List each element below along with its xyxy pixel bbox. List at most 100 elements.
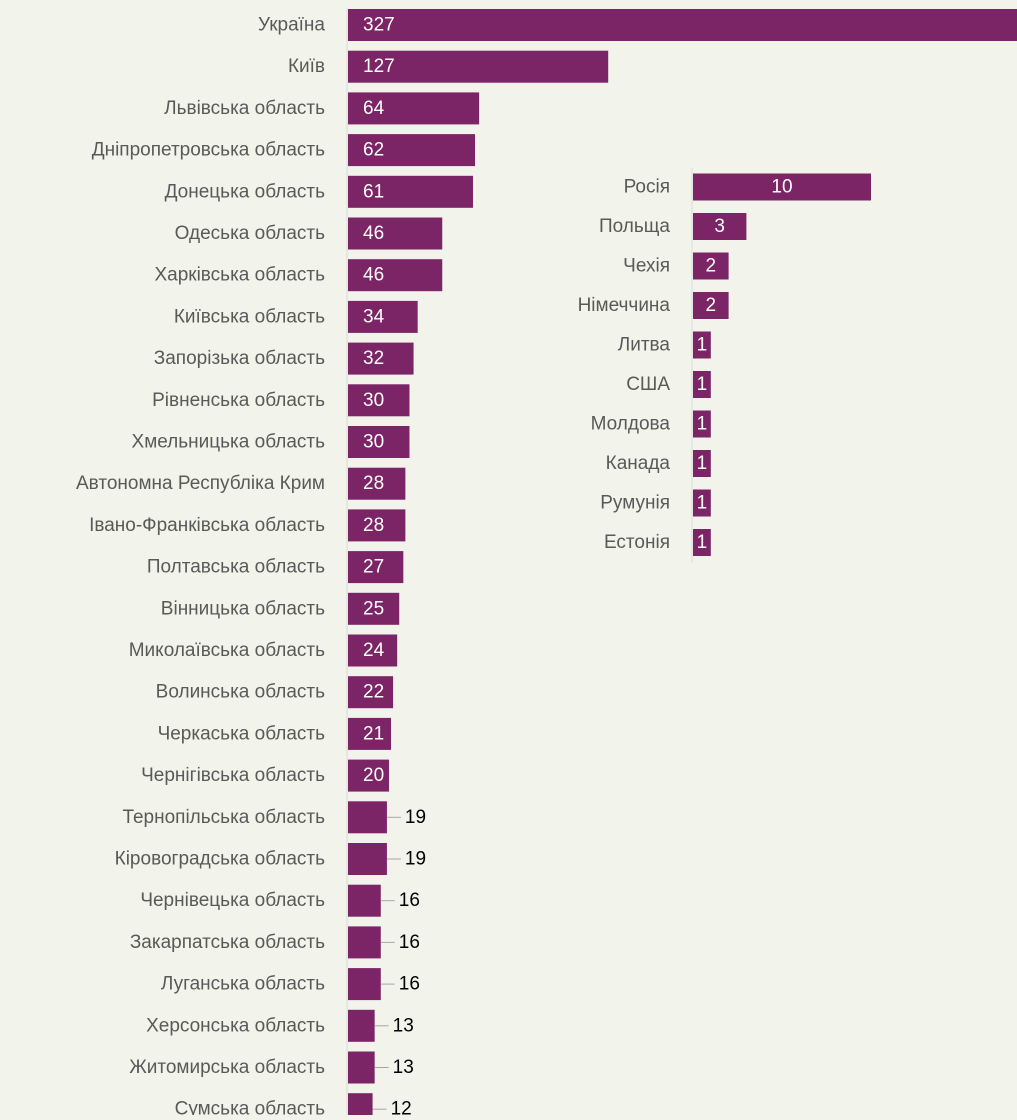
main-bar-херсонська-область: [348, 1009, 375, 1042]
foreign-bar-сша: [693, 371, 711, 398]
foreign-bar-німеччина: [693, 292, 729, 319]
foreign-category-label-канада: Канада: [606, 453, 671, 474]
foreign-bar-росія: [693, 173, 871, 201]
main-value-label-волинська-область: 22: [363, 682, 384, 703]
main-category-label-київ: Київ: [288, 56, 325, 77]
foreign-value-label-чехія: 2: [706, 256, 717, 277]
foreign-category-label-польща: Польща: [599, 216, 670, 237]
foreign-category-label-естонія: Естонія: [604, 532, 670, 553]
main-bar-київ: [348, 50, 609, 83]
main-bar-одеська-область: [348, 217, 443, 250]
main-bar-волинська-область: [348, 676, 394, 709]
foreign-value-label-канада: 1: [697, 453, 708, 474]
foreign-value-label-молдова: 1: [697, 414, 708, 435]
main-category-label-запорізька-область: Запорізька область: [154, 348, 325, 369]
foreign-value-label-німеччина: 2: [706, 295, 717, 316]
main-bar-донецька-область: [348, 175, 473, 208]
main-value-label-рівненська-область: 30: [363, 390, 384, 411]
main-category-label-житомирська-область: Житомирська область: [129, 1057, 325, 1078]
main-value-label-харківська-область: 46: [363, 265, 384, 286]
foreign-value-label-сша: 1: [697, 374, 708, 395]
main-bar-миколаївська-область: [348, 634, 398, 667]
foreign-category-label-росія: Росія: [624, 177, 670, 198]
main-category-label-тернопільська-область: Тернопільська область: [122, 807, 325, 828]
main-bar-україна: [348, 9, 1017, 41]
main-category-label-луганська-область: Луганська область: [161, 974, 325, 995]
main-category-label-автономна-республіка-крим: Автономна Республіка Крим: [76, 473, 325, 494]
foreign-value-label-росія: 10: [771, 177, 792, 198]
main-category-label-дніпропетровська-область: Дніпропетровська область: [92, 140, 325, 161]
main-bar-хмельницька-область: [348, 426, 410, 458]
main-category-label-львівська-область: Львівська область: [164, 98, 325, 119]
main-category-label-кіровоградська-область: Кіровоградська область: [115, 849, 325, 870]
main-bar-київська-область: [348, 300, 418, 333]
main-category-label-черкаська-область: Черкаська область: [158, 723, 326, 744]
foreign-value-label-польща: 3: [714, 216, 725, 237]
main-category-label-харківська-область: Харківська область: [154, 265, 325, 286]
main-value-label-запорізька-область: 32: [363, 348, 384, 369]
main-category-label-донецька-область: Донецька область: [165, 181, 326, 202]
foreign-category-label-молдова: Молдова: [591, 414, 671, 435]
foreign-bar-чехія: [693, 252, 729, 280]
main-value-label-кіровоградська-область: 19: [405, 849, 426, 870]
main-value-label-сумська-область: 12: [391, 1099, 412, 1115]
main-bar-львівська-область: [348, 92, 480, 125]
foreign-category-label-чехія: Чехія: [623, 256, 670, 277]
main-category-label-вінницька-область: Вінницька область: [161, 598, 325, 619]
main-category-label-чернівецька-область: Чернівецька область: [140, 890, 325, 911]
foreign-bar-молдова: [693, 410, 711, 438]
main-bar-чернігівська-область: [348, 759, 389, 792]
main-bar-рівненська-область: [348, 384, 410, 417]
foreign-value-label-естонія: 1: [697, 532, 708, 553]
main-category-label-закарпатська-область: Закарпатська область: [130, 932, 325, 953]
main-value-label-тернопільська-область: 19: [405, 807, 426, 828]
main-bar-запорізька-область: [348, 342, 414, 375]
main-value-label-дніпропетровська-область: 62: [363, 140, 384, 161]
main-value-label-чернігівська-область: 20: [363, 765, 384, 786]
main-bar-автономна-республіка-крим: [348, 467, 406, 500]
main-category-label-хмельницька-область: Хмельницька область: [132, 432, 326, 453]
main-category-label-херсонська-область: Херсонська область: [146, 1015, 325, 1036]
foreign-bar-румунія: [693, 489, 711, 517]
main-value-label-хмельницька-область: 30: [363, 432, 384, 453]
main-bar-дніпропетровська-область: [348, 134, 476, 167]
main-value-label-донецька-область: 61: [363, 181, 384, 202]
main-bar-житомирська-область: [348, 1051, 375, 1084]
foreign-bar-канада: [693, 450, 711, 477]
main-bar-кіровоградська-область: [348, 843, 387, 875]
main-category-label-полтавська-область: Полтавська область: [147, 557, 325, 578]
main-bar-чернівецька-область: [348, 884, 381, 917]
main-bar-полтавська-область: [348, 551, 404, 584]
foreign-category-label-литва: Литва: [618, 335, 671, 356]
foreign-category-label-сша: США: [626, 374, 670, 395]
main-category-label-миколаївська-область: Миколаївська область: [129, 640, 325, 661]
main-category-label-івано-франківська-область: Івано-Франківська область: [89, 515, 325, 536]
main-value-label-полтавська-область: 27: [363, 557, 384, 578]
main-value-label-львівська-область: 64: [363, 98, 385, 119]
main-value-label-вінницька-область: 25: [363, 598, 384, 619]
main-bar-черкаська-область: [348, 717, 392, 750]
main-bar-вінницька-область: [348, 592, 400, 625]
foreign-bar-польща: [693, 213, 747, 240]
foreign-category-label-румунія: Румунія: [600, 493, 670, 514]
main-bar-тернопільська-область: [348, 801, 387, 834]
main-value-label-херсонська-область: 13: [393, 1015, 414, 1036]
main-category-label-сумська-область: Сумська область: [175, 1099, 325, 1115]
main-value-label-київ: 127: [363, 56, 395, 77]
foreign-category-label-німеччина: Німеччина: [578, 295, 671, 316]
main-value-label-житомирська-область: 13: [393, 1057, 414, 1078]
foreign-value-label-румунія: 1: [697, 493, 708, 514]
main-value-label-україна: 327: [363, 15, 395, 36]
main-value-label-одеська-область: 46: [363, 223, 384, 244]
foreign-bar-литва: [693, 331, 711, 359]
foreign-value-label-литва: 1: [697, 335, 708, 356]
main-category-label-одеська-область: Одеська область: [175, 223, 325, 244]
main-category-label-україна: Україна: [258, 15, 325, 36]
main-bar-івано-франківська-область: [348, 509, 406, 542]
main-value-label-київська-область: 34: [363, 306, 385, 327]
main-category-label-чернігівська-область: Чернігівська область: [141, 765, 325, 786]
main-category-label-рівненська-область: Рівненська область: [152, 390, 325, 411]
main-bar-закарпатська-область: [348, 926, 381, 959]
main-value-label-луганська-область: 16: [399, 974, 420, 995]
